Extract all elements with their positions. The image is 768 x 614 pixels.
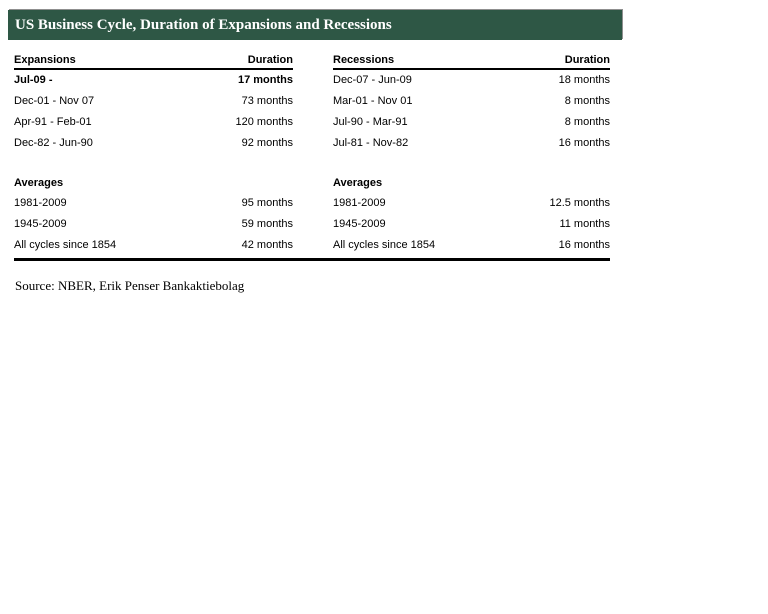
duration-cell: 73 months [241, 95, 293, 108]
recessions-header: Recessions [333, 54, 395, 66]
expansions-table: Expansions Duration Jul-09 - 17 months D… [14, 52, 293, 255]
table-row: Dec-82 - Jun-90 92 months [14, 132, 293, 153]
recessions-table: Recessions Duration Dec-07 - Jun-09 18 m… [333, 52, 610, 255]
table-bottom-rule [14, 258, 610, 261]
expansions-header-row: Expansions Duration [14, 52, 293, 70]
duration-cell: 120 months [235, 115, 293, 128]
period-cell: Jul-90 - Mar-91 [333, 115, 408, 128]
page-title: US Business Cycle, Duration of Expansion… [15, 17, 392, 33]
table-row: Apr-91 - Feb-01 120 months [14, 112, 293, 133]
duration-cell: 59 months [241, 218, 293, 231]
expansions-duration-header: Duration [247, 54, 293, 66]
duration-cell: 17 months [237, 74, 293, 87]
duration-cell: 95 months [241, 197, 293, 210]
duration-cell: 18 months [558, 74, 610, 87]
section-spacer [14, 153, 293, 172]
period-cell: 1945-2009 [14, 218, 67, 231]
table-row: Mar-01 - Nov 01 8 months [333, 91, 610, 112]
period-cell: Jul-09 - [14, 74, 53, 87]
averages-label: Averages [14, 176, 64, 189]
period-cell: 1981-2009 [333, 197, 386, 210]
duration-cell: 8 months [564, 115, 610, 128]
averages-label-row: Averages [14, 172, 293, 193]
title-bar: US Business Cycle, Duration of Expansion… [8, 10, 622, 40]
duration-cell: 42 months [241, 238, 293, 251]
duration-cell: 12.5 months [549, 197, 610, 210]
period-cell: Mar-01 - Nov 01 [333, 95, 413, 108]
table-row: All cycles since 1854 42 months [14, 235, 293, 256]
expansions-header: Expansions [14, 54, 76, 66]
table-row: Jul-81 - Nov-82 16 months [333, 132, 610, 153]
period-cell: All cycles since 1854 [14, 238, 117, 251]
table-row: 1945-2009 59 months [14, 214, 293, 235]
period-cell: Apr-91 - Feb-01 [14, 115, 92, 128]
table-row: Jul-09 - 17 months [14, 70, 293, 91]
section-spacer [333, 153, 610, 172]
period-cell: Dec-82 - Jun-90 [14, 136, 93, 149]
period-cell: 1981-2009 [14, 197, 67, 210]
duration-cell: 16 months [558, 136, 610, 149]
recessions-duration-header: Duration [564, 54, 610, 66]
table-row: 1981-2009 12.5 months [333, 193, 610, 214]
duration-cell: 8 months [564, 95, 610, 108]
table-row: Dec-07 - Jun-09 18 months [333, 70, 610, 91]
table-row: All cycles since 1854 16 months [333, 235, 610, 256]
table-row: Jul-90 - Mar-91 8 months [333, 112, 610, 133]
duration-cell: 92 months [241, 136, 293, 149]
period-cell: 1945-2009 [333, 218, 386, 231]
averages-label-row: Averages [333, 172, 610, 193]
duration-cell: 16 months [558, 238, 610, 251]
period-cell: Dec-01 - Nov 07 [14, 95, 95, 108]
table-row: Dec-01 - Nov 07 73 months [14, 91, 293, 112]
table-row: 1945-2009 11 months [333, 214, 610, 235]
table-row: 1981-2009 95 months [14, 193, 293, 214]
period-cell: Jul-81 - Nov-82 [333, 136, 409, 149]
source-text: Source: NBER, Erik Penser Bankaktiebolag [15, 278, 245, 293]
recessions-header-row: Recessions Duration [333, 52, 610, 70]
period-cell: All cycles since 1854 [333, 238, 436, 251]
averages-label: Averages [333, 176, 383, 189]
period-cell: Dec-07 - Jun-09 [333, 74, 412, 87]
duration-cell: 11 months [559, 218, 610, 231]
